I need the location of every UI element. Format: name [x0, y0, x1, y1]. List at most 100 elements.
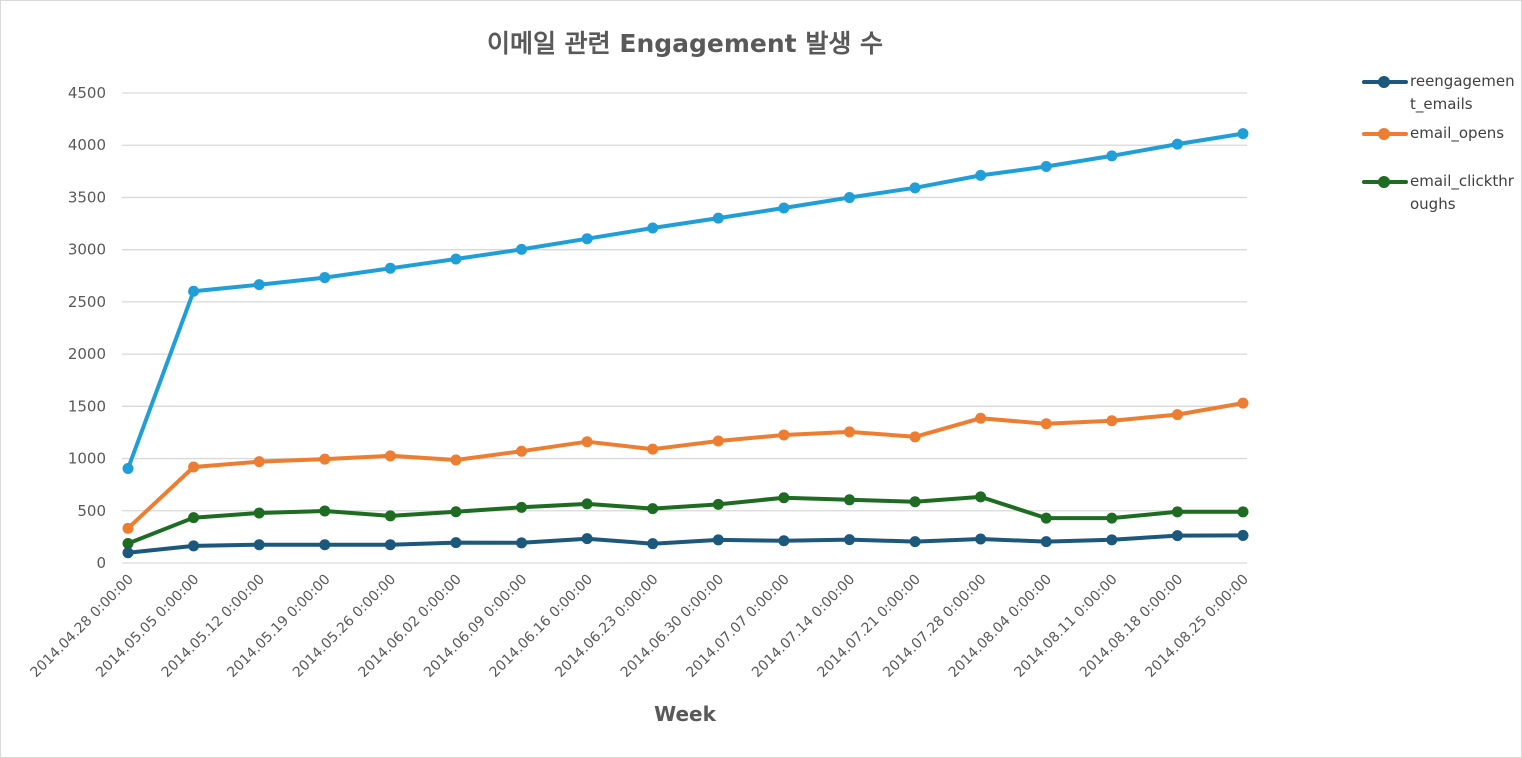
data-point [1171, 530, 1183, 542]
data-point [1237, 529, 1249, 541]
data-point [188, 512, 200, 524]
data-point [778, 535, 790, 547]
data-point [122, 462, 134, 474]
data-point [1106, 150, 1118, 162]
data-point [1040, 161, 1052, 173]
series-line-2 [126, 494, 1245, 546]
data-point [1106, 534, 1118, 546]
data-point [909, 536, 921, 548]
data-point [319, 505, 331, 517]
data-point [450, 253, 462, 265]
series-line-1 [126, 401, 1245, 531]
y-tick-label: 1000 [68, 450, 106, 468]
data-point [516, 537, 528, 549]
data-point [122, 547, 134, 559]
data-point [188, 461, 200, 473]
y-tick-label: 3000 [68, 241, 106, 259]
data-point [778, 202, 790, 214]
legend-swatch [1362, 170, 1410, 194]
y-tick-label: 3500 [68, 188, 106, 206]
data-point [843, 192, 855, 204]
series-line-0 [126, 131, 1245, 471]
legend-label: email_clickthroughs [1410, 172, 1514, 213]
y-tick-label: 2000 [68, 345, 106, 363]
data-point [581, 498, 593, 510]
data-point [1040, 512, 1052, 524]
legend: reengagement_emails email_opens email_cl… [1362, 70, 1522, 216]
data-point [1237, 128, 1249, 140]
data-point [647, 222, 659, 234]
data-point [450, 506, 462, 518]
y-tick-label: 4000 [68, 136, 106, 154]
chart-title: 이메일 관련 Engagement 발생 수 [486, 29, 884, 58]
data-point [1237, 506, 1249, 518]
data-point [122, 537, 134, 549]
legend-swatch [1362, 122, 1410, 146]
legend-item-email-opens: email_opens [1362, 122, 1522, 146]
legend-label: reengagement_emails [1410, 72, 1515, 113]
data-point [384, 539, 396, 551]
series-line-3 [126, 533, 1245, 555]
data-point [712, 212, 724, 224]
y-tick-label: 1500 [68, 397, 106, 415]
data-point [778, 492, 790, 504]
data-point [1040, 536, 1052, 548]
data-point [581, 436, 593, 448]
data-point [843, 534, 855, 546]
data-point [647, 443, 659, 455]
data-point [1171, 409, 1183, 421]
data-point [122, 522, 134, 534]
data-point [843, 494, 855, 506]
data-point [319, 539, 331, 551]
data-point [384, 262, 396, 274]
data-point [712, 498, 724, 510]
data-point [1237, 397, 1249, 409]
data-point [188, 285, 200, 297]
data-point [384, 510, 396, 522]
data-point [253, 539, 265, 551]
data-point [1106, 512, 1118, 524]
data-point [253, 507, 265, 519]
data-point [778, 429, 790, 441]
data-point [581, 233, 593, 245]
data-point [975, 491, 987, 503]
data-point [975, 533, 987, 545]
data-point [253, 279, 265, 291]
data-point [909, 182, 921, 194]
data-point [384, 450, 396, 462]
y-tick-label: 500 [77, 502, 106, 520]
y-tick-label: 4500 [68, 84, 106, 102]
data-point [1171, 506, 1183, 518]
x-axis-label: Week [654, 702, 716, 726]
data-point [319, 272, 331, 284]
data-point [450, 537, 462, 549]
data-point [581, 533, 593, 545]
data-point [1171, 138, 1183, 150]
legend-item-reengagement-emails: reengagement_emails [1362, 70, 1522, 116]
data-point [647, 538, 659, 550]
data-point [909, 496, 921, 508]
data-point [1040, 418, 1052, 430]
data-point [712, 435, 724, 447]
data-point [253, 456, 265, 468]
data-point [450, 454, 462, 466]
data-point [516, 501, 528, 513]
y-tick-label: 0 [96, 554, 106, 572]
y-tick-label: 2500 [68, 293, 106, 311]
data-point [712, 534, 724, 546]
data-point [909, 431, 921, 443]
data-point [188, 540, 200, 552]
legend-swatch [1362, 70, 1410, 94]
data-point [975, 412, 987, 424]
data-point [843, 426, 855, 438]
data-point [1106, 415, 1118, 427]
data-point [647, 503, 659, 515]
data-point [516, 243, 528, 255]
legend-item-email-clickthroughs: email_clickthroughs [1362, 170, 1522, 216]
data-point [319, 453, 331, 465]
data-point [975, 169, 987, 181]
data-point [516, 445, 528, 457]
legend-label: email_opens [1410, 124, 1505, 142]
